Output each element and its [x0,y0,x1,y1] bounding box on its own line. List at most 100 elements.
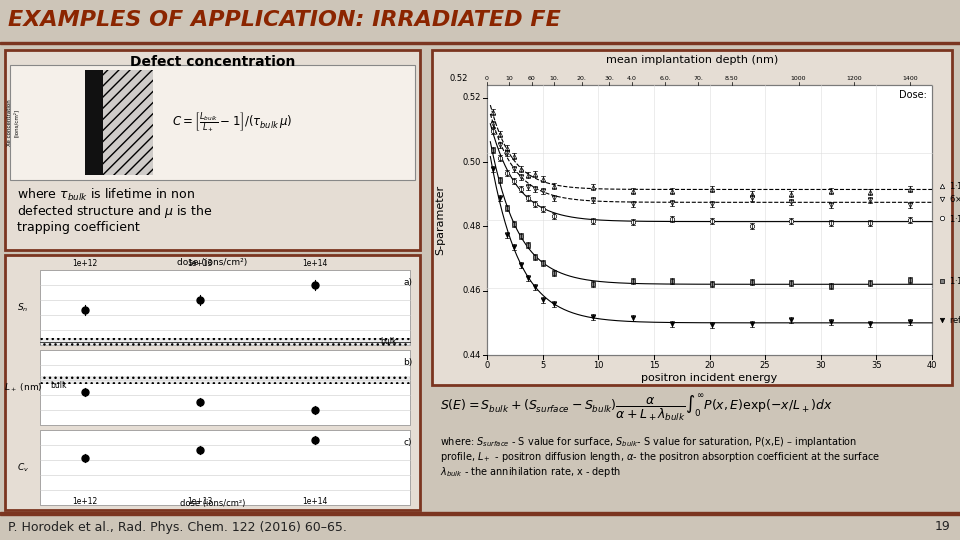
Text: $L_+$ (nm): $L_+$ (nm) [4,381,42,394]
Text: 1e+12: 1e+12 [72,259,98,268]
Bar [103,70,153,175]
Point [546,300,562,309]
Text: 0.52: 0.52 [450,74,468,83]
Text: 6.0.: 6.0. [660,76,671,81]
Text: 20: 20 [705,361,715,370]
Point [664,214,680,223]
Text: 70.: 70. [693,76,704,81]
Text: 0.48: 0.48 [463,222,481,231]
Text: 20.: 20. [577,76,587,81]
Text: Xe concentration
[ions/cm²]: Xe concentration [ions/cm²] [7,99,19,146]
Point [705,200,720,208]
Point [514,185,529,193]
Point [625,218,640,227]
Point [485,119,500,128]
Point [862,279,877,288]
Text: 15: 15 [649,361,660,370]
Text: profile, $L_+$ - positron diffusion length, $\alpha$- the positron absorption co: profile, $L_+$ - positron diffusion leng… [440,450,880,464]
Bar [85,70,103,175]
Point [528,170,543,179]
Point [514,232,529,241]
Point [492,176,508,185]
Point [535,205,550,213]
Text: a): a) [403,278,412,287]
Text: where $\tau_{bulk}$ is lifetime in non: where $\tau_{bulk}$ is lifetime in non [17,187,195,203]
Point [528,283,543,292]
Point [492,194,508,202]
Text: Dose:: Dose: [900,90,927,100]
Text: 10: 10 [593,361,604,370]
Point [902,201,918,210]
Text: 0: 0 [485,361,490,370]
Text: 8.50: 8.50 [725,76,738,81]
Point [744,320,759,328]
Text: 1e+12: 1e+12 [72,497,98,507]
Point [499,204,515,212]
Text: 1e+13: 1e+13 [187,497,213,507]
Bar [40,430,410,505]
Point [664,276,680,285]
Point [823,187,838,195]
Point [546,181,562,190]
Text: 0.44: 0.44 [463,350,481,360]
Point [586,183,601,192]
Text: 25: 25 [760,361,770,370]
Text: dose (ions/cm²): dose (ions/cm²) [180,499,245,508]
Point [625,199,640,208]
Point [535,296,550,305]
Text: trapping coefficient: trapping coefficient [17,221,140,234]
Text: S-parameter: S-parameter [435,185,445,255]
Text: 1·10$^{14}$: 1·10$^{14}$ [949,275,960,287]
Point [535,259,550,267]
Point [499,143,515,152]
Text: 19: 19 [934,521,950,534]
Point [823,218,838,227]
Point [535,175,550,184]
Point [546,268,562,277]
Point [902,317,918,326]
Point [586,280,601,288]
Text: b): b) [403,358,412,367]
Bar [0,512,960,515]
Point [520,183,536,191]
Point [514,165,529,173]
Text: P. Horodek et al., Rad. Phys. Chem. 122 (2016) 60–65.: P. Horodek et al., Rad. Phys. Chem. 122 … [8,521,347,534]
Point [485,127,500,136]
Text: $S_n$: $S_n$ [17,301,29,314]
Point [625,277,640,286]
Bar [40,270,410,345]
Bar [40,338,410,346]
Text: 1e+14: 1e+14 [302,497,327,507]
Text: 30.: 30. [605,76,614,81]
Point [506,177,521,185]
Text: bulk: bulk [380,338,396,347]
Text: c): c) [403,438,412,447]
Text: 4.0: 4.0 [627,76,636,81]
Point [823,318,838,326]
Point [934,182,949,191]
Text: 1e+14: 1e+14 [302,259,327,268]
Bar [40,376,410,384]
Text: $\lambda_{bulk}$ - the annihilation rate, x - depth: $\lambda_{bulk}$ - the annihilation rate… [440,465,621,479]
Point [546,212,562,221]
Point [705,280,720,289]
Point [934,214,949,222]
Point [492,130,508,139]
Point [520,193,536,202]
Point [485,165,500,173]
Point [934,315,949,324]
Point [499,231,515,239]
Text: ref$^{1}$: ref$^{1}$ [949,313,960,326]
Bar [432,50,952,385]
Point [506,220,521,228]
Point [520,171,536,179]
Text: 30: 30 [815,361,826,370]
Text: 0.50: 0.50 [463,158,481,167]
Point [823,282,838,291]
Text: 40: 40 [926,361,937,370]
Text: 0.46: 0.46 [463,286,481,295]
Point [862,196,877,205]
Point [514,260,529,269]
Text: $S(E)=S_{bulk}+(S_{surface}-S_{bulk})\dfrac{\alpha}{\alpha+L_+\lambda_{bulk}}\in: $S(E)=S_{bulk}+(S_{surface}-S_{bulk})\df… [440,393,833,423]
Point [862,320,877,328]
